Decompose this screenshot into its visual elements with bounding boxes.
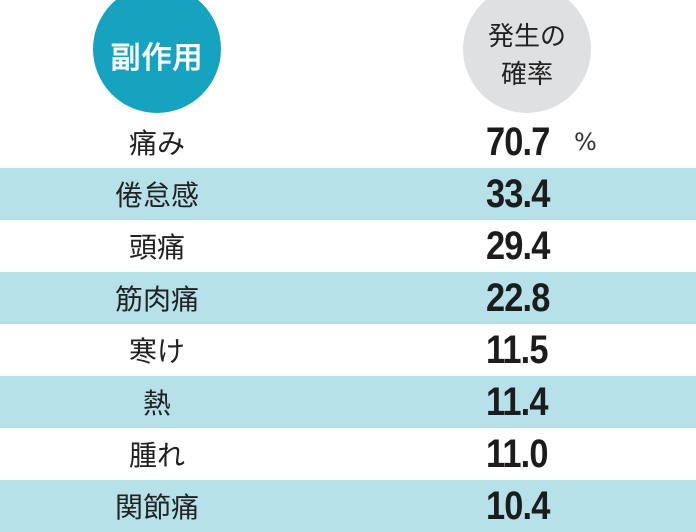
side-effect-table: 痛み 70.7 % 倦怠感 33.4 頭痛 29.4 筋肉痛 22.8 寒け 1… (0, 116, 696, 532)
side-effect-name: 腫れ (128, 439, 185, 472)
side-effect-name: 寒け (128, 335, 185, 368)
rate-value: 22.8 (486, 275, 550, 320)
table-row: 筋肉痛 22.8 (0, 272, 696, 324)
rate-value: 33.4 (486, 171, 550, 216)
table-row: 倦怠感 33.4 (0, 168, 696, 220)
percent-unit: % (574, 128, 597, 156)
rate-header-label-line2: 確率 (500, 60, 553, 90)
rate-value: 10.4 (486, 483, 550, 528)
table-row: 寒け 11.5 (0, 324, 696, 376)
table-row: 痛み 70.7 % (0, 116, 696, 168)
rate-header-label-line1: 発生の (487, 22, 566, 52)
side-effect-header-label: 副作用 (110, 41, 204, 76)
side-effect-name: 倦怠感 (114, 179, 199, 212)
side-effect-name: 関節痛 (114, 491, 199, 524)
table-row: 腫れ 11.0 (0, 428, 696, 480)
rate-value: 11.5 (486, 327, 548, 372)
table-row: 熱 11.4 (0, 376, 696, 428)
rate-value: 29.4 (486, 223, 550, 268)
rate-value: 11.4 (486, 379, 548, 424)
side-effect-name: 頭痛 (128, 231, 185, 264)
side-effect-name: 痛み (128, 127, 185, 160)
side-effect-header-badge: 副作用 (93, 0, 221, 113)
rate-header-badge: 発生の 確率 (463, 0, 591, 113)
table-row: 頭痛 29.4 (0, 220, 696, 272)
rate-value: 11.0 (486, 431, 548, 476)
side-effect-name: 熱 (142, 387, 171, 420)
rate-value: 70.7 (486, 119, 550, 164)
side-effect-name: 筋肉痛 (114, 283, 199, 316)
table-row: 関節痛 10.4 (0, 480, 696, 532)
